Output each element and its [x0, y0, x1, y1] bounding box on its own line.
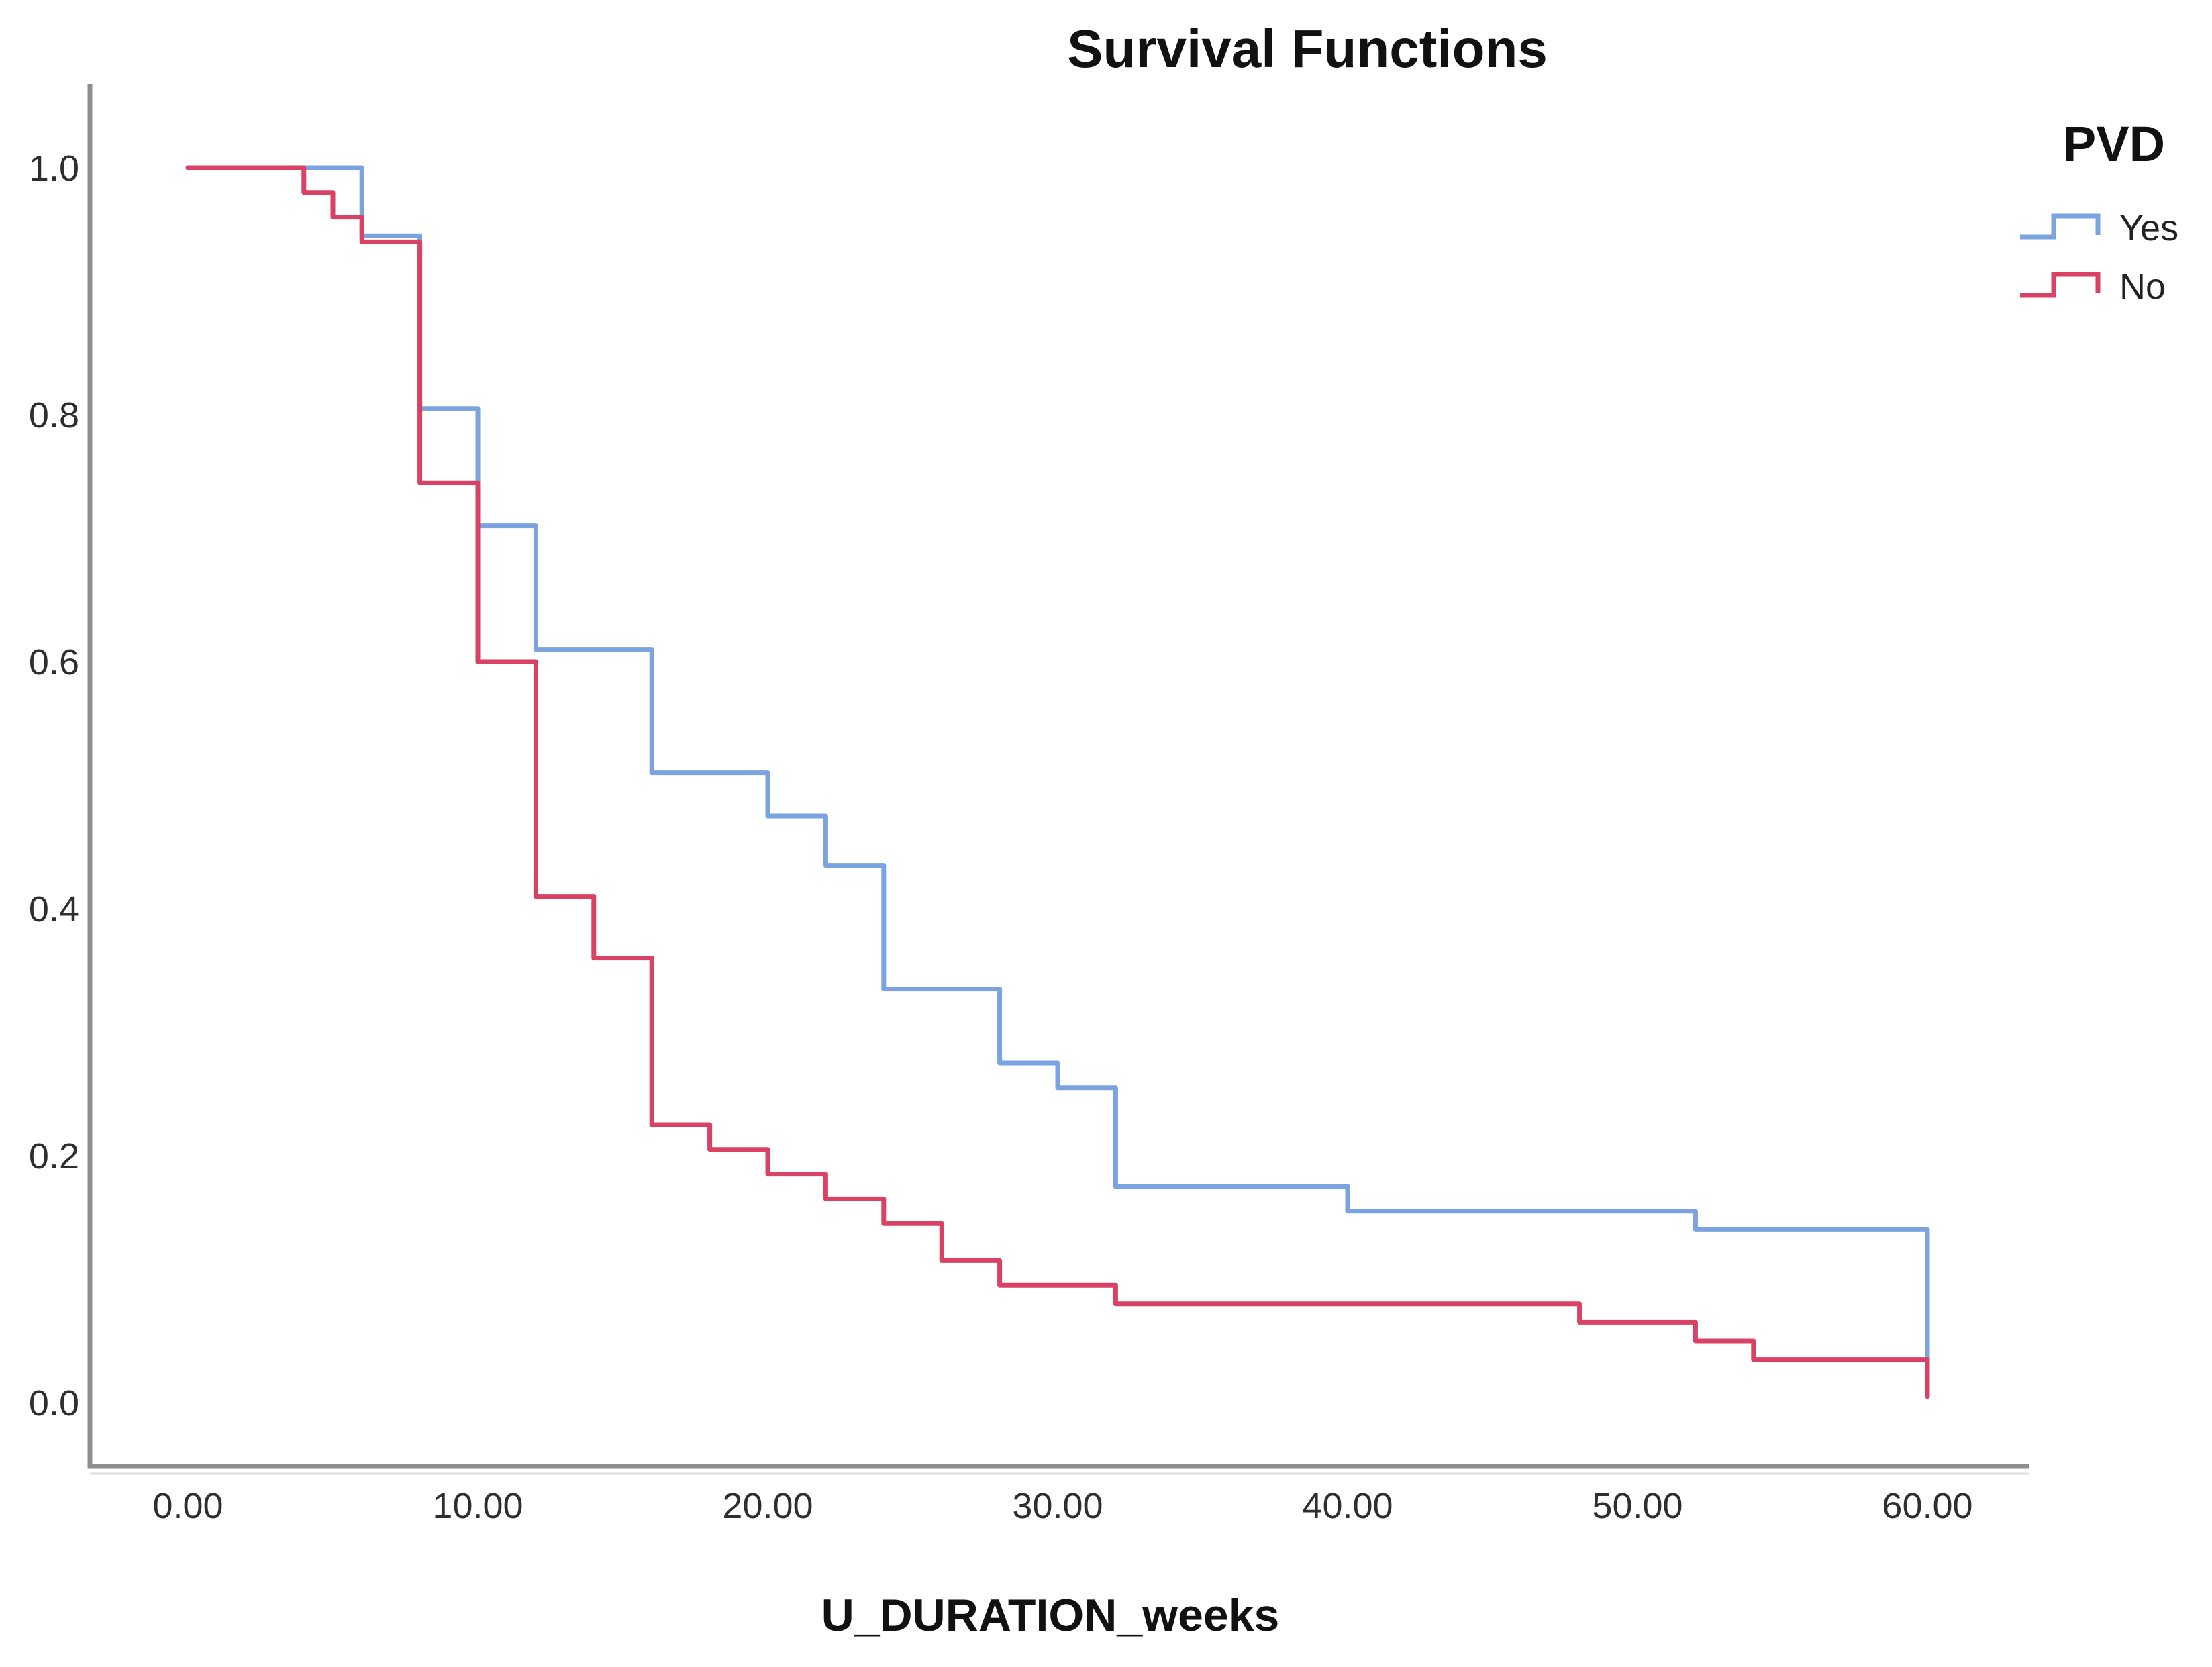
axis-layer: [87, 84, 2029, 1475]
legend-label-yes: Yes: [2119, 208, 2178, 248]
x-tick-label-0.00: 0.00: [152, 1486, 223, 1526]
legend-swatch-no-step-icon: [2020, 272, 2101, 298]
axis-frame: [87, 84, 2029, 1469]
x-tick-label-60.00: 60.00: [1882, 1486, 1972, 1526]
x-axis-title: U_DURATION_weeks: [821, 1590, 1280, 1641]
survival-curve-yes: [185, 165, 1930, 1362]
y-tick-label-0.6: 0.6: [29, 642, 79, 683]
x-tick-label-10.00: 10.00: [432, 1486, 523, 1526]
legend-label-no: No: [2119, 266, 2166, 307]
y-tick-label-0.2: 0.2: [29, 1136, 79, 1176]
y-tick-label-0.0: 0.0: [29, 1383, 79, 1423]
survival-curve-no: [185, 165, 1930, 1399]
x-tick-label-20.00: 20.00: [722, 1486, 813, 1526]
legend-swatch-yes-step-icon: [2020, 213, 2101, 240]
x-tick-label-50.00: 50.00: [1592, 1486, 1682, 1526]
y-tick-label-0.8: 0.8: [29, 395, 79, 436]
legend-item-yes: Yes: [2020, 208, 2178, 248]
x-tick-label-40.00: 40.00: [1302, 1486, 1393, 1526]
chart-title: Survival Functions: [1067, 19, 1548, 79]
series-layer: [185, 165, 1930, 1399]
y-tick-label-1.0: 1.0: [29, 148, 79, 189]
y-tick-label-0.4: 0.4: [29, 889, 79, 929]
legend-item-no: No: [2020, 266, 2166, 307]
x-tick-label-30.00: 30.00: [1012, 1486, 1103, 1526]
legend: PVD Yes No: [2020, 116, 2178, 307]
legend-title: PVD: [2063, 116, 2165, 172]
tick-label-layer: 0.00 10.00 20.00 30.00 40.00 50.00 60.00 0.0 0.2…: [29, 148, 1973, 1526]
